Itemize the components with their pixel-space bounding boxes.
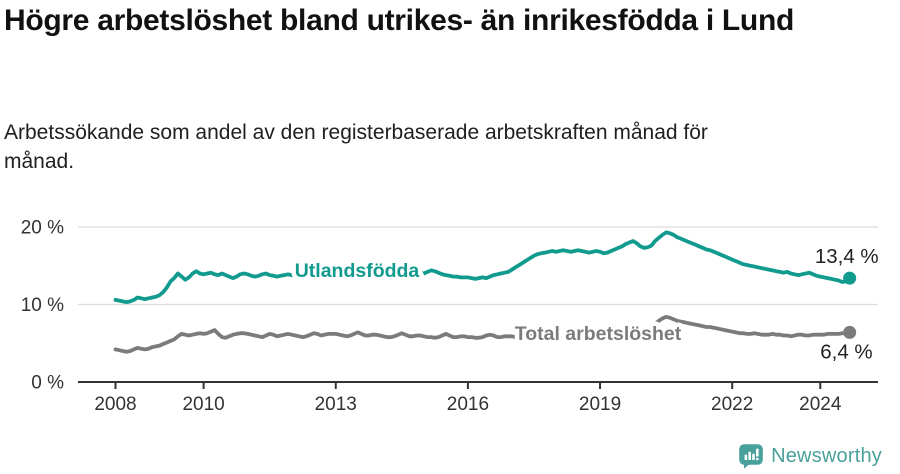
x-axis-label-2013: 2013	[315, 394, 357, 415]
y-axis-label-0: 0 %	[31, 373, 64, 394]
x-axis-label-2024: 2024	[799, 394, 842, 415]
x-axis-label-2019: 2019	[579, 394, 621, 415]
series-line-utlandsfodda	[113, 230, 852, 305]
chart-subtitle: Arbetssökande som andel av den registerb…	[4, 121, 708, 173]
x-axis-label-2016: 2016	[447, 394, 489, 415]
series-line-total	[113, 314, 852, 354]
page-title: Högre arbetslöshet bland utrikes- än inr…	[4, 4, 794, 37]
newsworthy-logo-link[interactable]: Newsworthy	[738, 443, 882, 469]
newsworthy-logo-icon	[739, 444, 763, 469]
y-axis-label-20: 20 %	[21, 218, 64, 239]
series-end-value-utlandsfodda: 13,4 %	[815, 245, 879, 268]
series-inline-label-utlandsfodda: Utlandsfödda	[295, 260, 420, 282]
x-axis-label-2022: 2022	[711, 394, 753, 415]
series-end-dot-total	[843, 325, 857, 339]
x-axis-label-2010: 2010	[182, 394, 224, 415]
series-inline-label-total: Total arbetslöshet	[515, 323, 682, 345]
y-axis-label-10: 10 %	[21, 295, 64, 316]
series-end-value-total: 6,4 %	[820, 340, 872, 363]
newsworthy-logo-text: Newsworthy	[771, 444, 882, 467]
series-end-dot-utlandsfodda	[843, 271, 857, 285]
logo-bars-glyph	[744, 448, 759, 461]
x-axis-label-2008: 2008	[94, 394, 136, 415]
